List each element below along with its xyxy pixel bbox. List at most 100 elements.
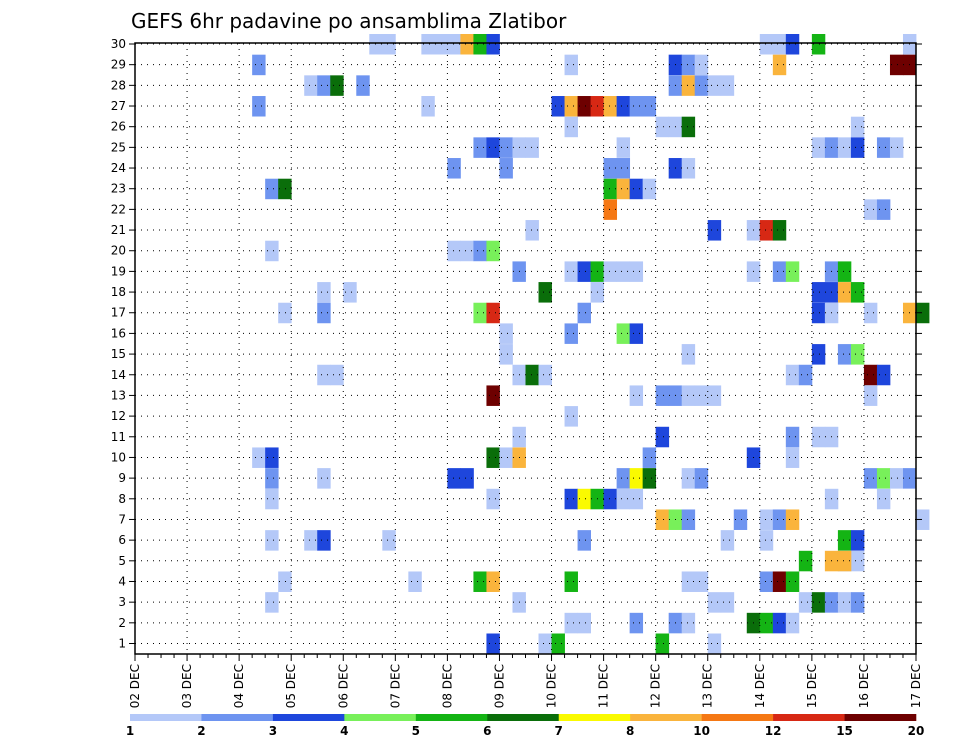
heatmap-cell bbox=[772, 220, 787, 241]
heatmap-cell bbox=[850, 592, 865, 613]
y-tick-label: 18 bbox=[111, 285, 126, 299]
legend-swatch bbox=[272, 714, 345, 721]
heatmap-cell bbox=[681, 571, 696, 592]
heatmap-cell bbox=[785, 34, 800, 55]
heatmap-cell bbox=[694, 385, 709, 406]
heatmap-cell bbox=[642, 178, 657, 200]
heatmap-cell bbox=[538, 633, 552, 654]
y-tick-label: 30 bbox=[111, 37, 126, 51]
heatmap-cell bbox=[785, 612, 800, 634]
heatmap-cell bbox=[525, 137, 539, 158]
legend-swatch bbox=[773, 714, 845, 721]
heatmap-cell bbox=[460, 34, 474, 55]
heatmap-cell bbox=[629, 385, 644, 406]
heatmap-cell bbox=[473, 240, 487, 262]
heatmap-cell bbox=[720, 530, 735, 551]
heatmap-cell bbox=[265, 468, 279, 489]
heatmap-cell bbox=[850, 344, 865, 365]
x-tick-label: 04 DEC bbox=[232, 664, 246, 708]
heatmap-cell bbox=[616, 96, 631, 117]
heatmap-cell bbox=[486, 385, 500, 406]
heatmap-cell bbox=[629, 488, 644, 510]
heatmap-cell bbox=[707, 220, 722, 241]
heatmap-cell bbox=[317, 302, 331, 324]
y-tick-label: 16 bbox=[111, 326, 126, 340]
heatmap-cell bbox=[538, 282, 552, 303]
y-tick-label: 1 bbox=[118, 637, 126, 651]
heatmap-cell bbox=[330, 364, 344, 386]
heatmap-cell bbox=[772, 571, 787, 592]
heatmap-cell bbox=[304, 75, 318, 96]
heatmap-cell bbox=[564, 571, 578, 592]
x-tick-label: 14 DEC bbox=[753, 664, 767, 708]
heatmap-cell bbox=[876, 468, 891, 489]
color-legend: 1 2 3 4 5 6 7 8 10 12 15 20 bbox=[126, 714, 925, 738]
legend-label: 3 bbox=[269, 724, 277, 738]
y-tick-label: 14 bbox=[111, 368, 126, 382]
y-tick-label: 26 bbox=[111, 120, 126, 134]
heatmap-cell bbox=[720, 592, 735, 613]
heatmap-cell bbox=[876, 137, 891, 158]
heatmap-cell bbox=[603, 178, 618, 200]
heatmap-cell bbox=[629, 323, 644, 344]
heatmap-cell bbox=[837, 282, 852, 303]
heatmap-cell bbox=[772, 509, 787, 530]
heatmap-cell bbox=[811, 344, 826, 365]
heatmap-cell bbox=[850, 137, 865, 158]
heatmap-cell bbox=[863, 364, 878, 386]
y-tick-label: 21 bbox=[111, 223, 126, 237]
heatmap-cell bbox=[850, 282, 865, 303]
x-axis: 02 DEC 03 DEC 04 DEC 05 DEC 06 DEC 07 DEC 08 D… bbox=[128, 654, 923, 708]
heatmap-cell bbox=[837, 344, 852, 365]
heatmap-cell bbox=[447, 468, 461, 489]
grid-lines bbox=[135, 43, 916, 654]
y-tick-label: 11 bbox=[111, 430, 126, 444]
heatmap-cell bbox=[694, 75, 709, 96]
y-tick-label: 3 bbox=[118, 595, 126, 609]
y-tick-label: 10 bbox=[111, 450, 126, 464]
heatmap-cell bbox=[616, 158, 631, 179]
heatmap-cell bbox=[642, 96, 657, 117]
heatmap-cells bbox=[252, 34, 930, 654]
heatmap-cell bbox=[564, 116, 578, 138]
heatmap-cell bbox=[616, 488, 631, 510]
heatmap-cell bbox=[681, 116, 696, 138]
heatmap-cell bbox=[564, 323, 578, 344]
heatmap-cell bbox=[837, 592, 852, 613]
heatmap-cell bbox=[759, 509, 774, 530]
heatmap-cell bbox=[759, 220, 774, 241]
heatmap-cell bbox=[330, 75, 344, 96]
heatmap-cell bbox=[265, 447, 279, 468]
heatmap-cell bbox=[772, 54, 787, 76]
legend-label: 2 bbox=[197, 724, 205, 738]
heatmap-cell bbox=[473, 34, 487, 55]
heatmap-cell bbox=[551, 633, 565, 654]
y-tick-label: 28 bbox=[111, 78, 126, 92]
heatmap-cell bbox=[460, 240, 474, 262]
heatmap-cell bbox=[837, 261, 852, 282]
heatmap-cell bbox=[863, 302, 878, 324]
heatmap-cell bbox=[759, 571, 774, 592]
heatmap-cell bbox=[694, 468, 709, 489]
heatmap-cell bbox=[642, 468, 657, 489]
legend-label: 20 bbox=[908, 724, 925, 738]
heatmap-cell bbox=[265, 592, 279, 613]
heatmap-cell bbox=[278, 178, 292, 200]
y-tick-label: 6 bbox=[118, 533, 126, 547]
legend-label: 6 bbox=[483, 724, 491, 738]
heatmap-cell bbox=[603, 261, 618, 282]
x-tick-label: 02 DEC bbox=[128, 664, 142, 708]
heatmap-cell bbox=[616, 137, 631, 158]
heatmap-cell bbox=[382, 34, 396, 55]
y-tick-label: 24 bbox=[111, 161, 126, 175]
heatmap-cell bbox=[616, 261, 631, 282]
heatmap-cell bbox=[694, 571, 709, 592]
heatmap-cell bbox=[681, 54, 696, 76]
legend-swatch bbox=[630, 714, 702, 721]
heatmap-cell bbox=[278, 571, 292, 592]
heatmap-cell bbox=[486, 34, 500, 55]
heatmap-cell bbox=[577, 530, 591, 551]
chart-title: GEFS 6hr padavine po ansamblima Zlatibor bbox=[131, 9, 567, 33]
heatmap-cell bbox=[772, 34, 787, 55]
x-tick-label: 06 DEC bbox=[336, 664, 350, 708]
